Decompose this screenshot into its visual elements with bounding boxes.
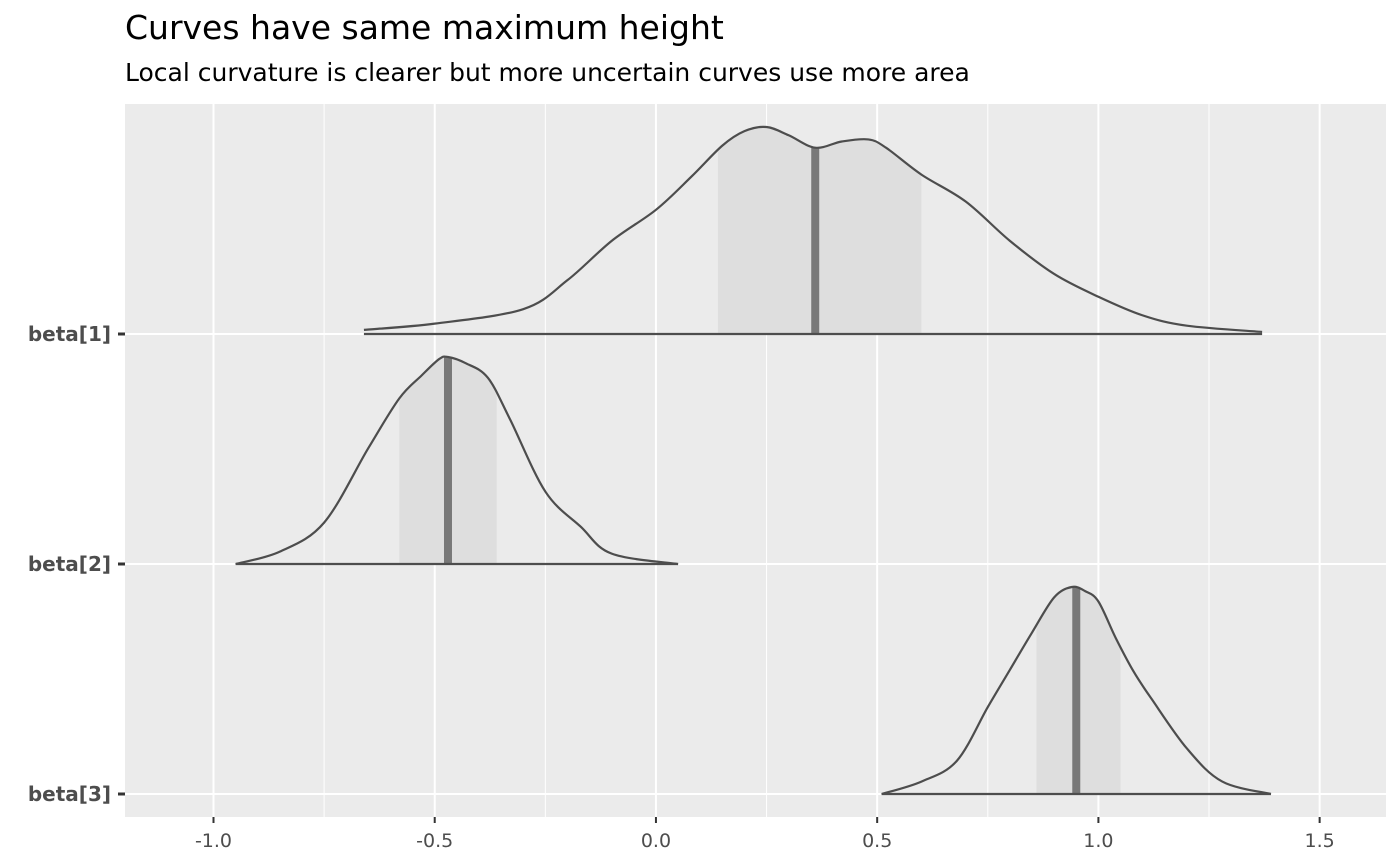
ridge-beta[2] [235,355,679,566]
y-tick-label: beta[2] [28,552,111,576]
x-tick-label: -0.5 [416,830,453,852]
interval-band-beta[1] [717,126,922,334]
chart-subtitle: Local curvature is clearer but more unce… [125,58,970,87]
x-axis: -1.0 -0.5 0.0 0.5 1.0 1.5 [195,817,1335,852]
x-tick-label: 0.0 [641,830,671,852]
density-ridges [235,125,1272,796]
x-tick-label: 1.0 [1083,830,1113,852]
y-axis: beta[1] beta[2] beta[3] [28,322,125,806]
density-curve-beta[2] [235,355,679,566]
x-tick-label: 0.5 [862,830,892,852]
y-tick-label: beta[1] [28,322,111,346]
density-curve-beta[1] [363,125,1263,334]
x-tick-label: -1.0 [195,830,232,852]
x-tick-label: 1.5 [1305,830,1335,852]
y-tick-label: beta[3] [28,782,111,806]
density-curve-beta[3] [881,585,1272,796]
ridge-beta[3] [881,585,1272,796]
ridge-beta[1] [363,125,1263,336]
chart-title: Curves have same maximum height [125,8,724,47]
